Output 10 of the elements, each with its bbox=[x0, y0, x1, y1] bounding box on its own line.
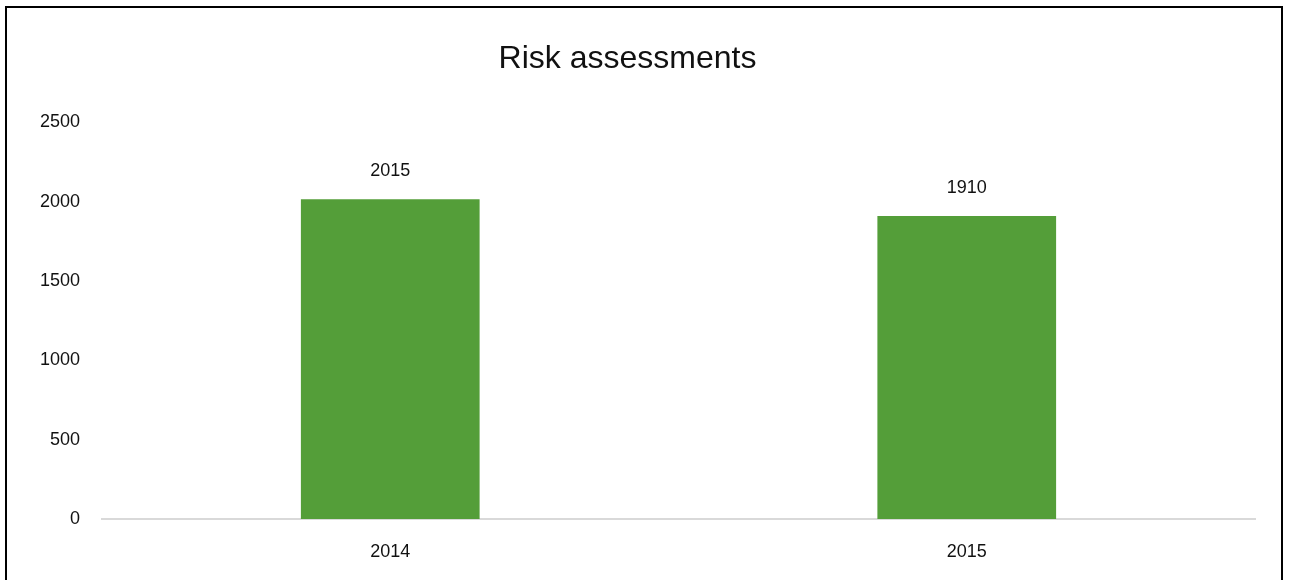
y-tick-label: 2500 bbox=[39, 111, 80, 132]
y-tick-label: 500 bbox=[49, 428, 80, 449]
x-tick-label: 2014 bbox=[370, 540, 411, 561]
y-tick-label: 0 bbox=[69, 507, 80, 528]
data-label: 1910 bbox=[946, 176, 987, 197]
y-tick-label: 1500 bbox=[39, 270, 80, 291]
y-tick-label: 1000 bbox=[39, 349, 80, 370]
y-tick-label: 2000 bbox=[39, 190, 80, 211]
data-label: 2015 bbox=[370, 160, 411, 181]
chart-title: Risk assessments bbox=[498, 39, 757, 76]
